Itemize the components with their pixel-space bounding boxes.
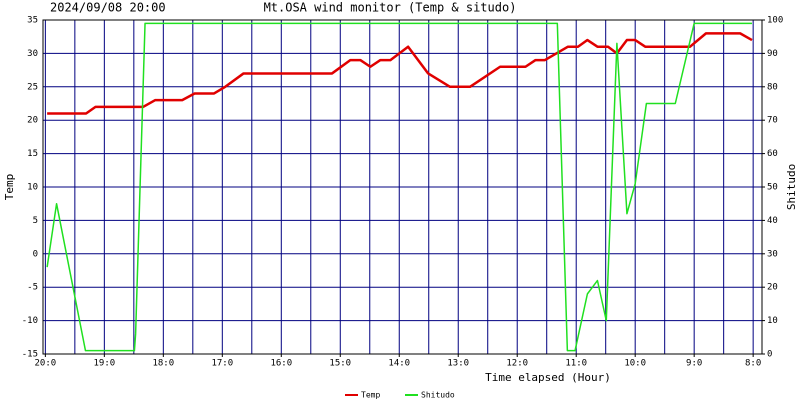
x-tick-label: 17:0 <box>211 359 233 369</box>
x-tick-label: 11:0 <box>565 359 587 369</box>
y2-tick-label: 50 <box>767 183 778 193</box>
data-line <box>46 22 752 352</box>
y2-tick-label: 30 <box>767 249 778 259</box>
y-tick-label: 10 <box>27 183 38 193</box>
y-tick-label: 30 <box>27 49 38 59</box>
y2-tick-label: 20 <box>767 283 778 293</box>
legend-label: Shitudo <box>421 391 455 400</box>
timestamp: 2024/09/08 20:00 <box>50 1 166 15</box>
y-axis-label: Temp <box>3 174 16 201</box>
y-tick-label: -15 <box>22 350 38 360</box>
y-tick-label: 5 <box>33 216 38 226</box>
y2-tick-label: 0 <box>767 350 772 360</box>
x-tick-label: 14:0 <box>388 359 410 369</box>
y2-tick-label: 10 <box>767 316 778 326</box>
x-tick-label: 19:0 <box>93 359 115 369</box>
y2-tick-label: 100 <box>767 16 783 26</box>
legend-label: Temp <box>361 391 380 400</box>
x-tick-label: 20:0 <box>35 359 57 369</box>
x-axis-label: Time elapsed (Hour) <box>485 371 611 384</box>
y-tick-label: -10 <box>22 316 38 326</box>
x-tick-label: 8:0 <box>745 359 761 369</box>
x-tick-label: 13:0 <box>447 359 469 369</box>
y2-tick-label: 90 <box>767 49 778 59</box>
y2-tick-label: 80 <box>767 82 778 92</box>
y-tick-label: 20 <box>27 116 38 126</box>
x-tick-label: 10:0 <box>624 359 646 369</box>
plot-frame <box>42 19 763 355</box>
y-tick-label: 35 <box>27 16 38 26</box>
x-tick-label: 12:0 <box>506 359 528 369</box>
y2-tick-label: 40 <box>767 216 778 226</box>
y-tick-label: 15 <box>27 149 38 159</box>
y-tick-label: -5 <box>27 283 38 293</box>
y-tick-label: 0 <box>33 249 38 259</box>
y-tick-label: 25 <box>27 82 38 92</box>
chart-title: Mt.OSA wind monitor (Temp & situdo) <box>264 1 517 15</box>
x-tick-label: 15:0 <box>329 359 351 369</box>
y2-tick-label: 60 <box>767 149 778 159</box>
x-tick-label: 18:0 <box>152 359 174 369</box>
y2-axis-label: Shitudo <box>785 164 798 210</box>
y2-tick-label: 70 <box>767 116 778 126</box>
x-tick-label: 16:0 <box>270 359 292 369</box>
x-tick-label: 9:0 <box>686 359 702 369</box>
data-line <box>47 32 753 115</box>
